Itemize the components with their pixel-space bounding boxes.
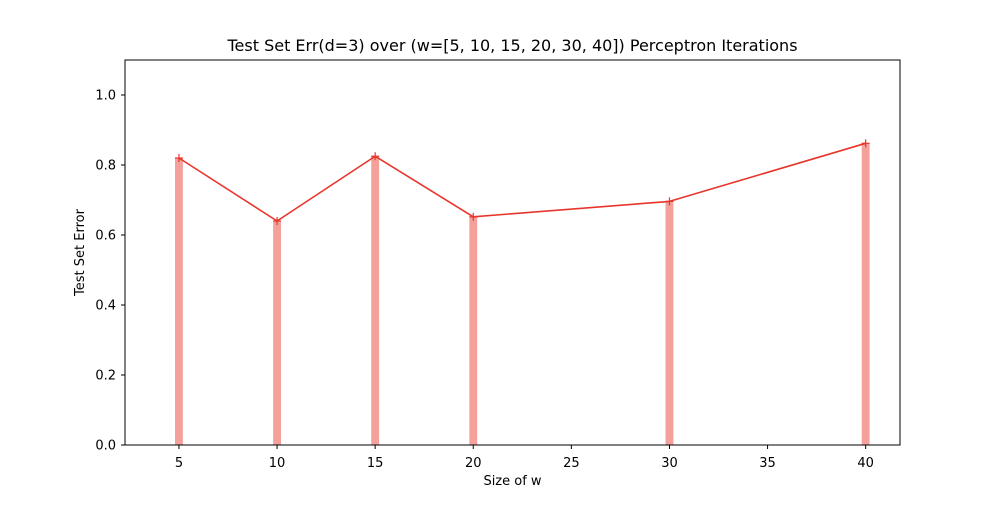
chart-title: Test Set Err(d=3) over (w=[5, 10, 15, 20… xyxy=(226,36,797,55)
bar-15 xyxy=(371,156,380,445)
x-tick-label-10: 10 xyxy=(269,456,286,471)
x-tick-label-35: 35 xyxy=(759,456,776,471)
y-tick-label-0.2: 0.2 xyxy=(95,369,116,384)
x-tick-label-25: 25 xyxy=(563,456,580,471)
bar-10 xyxy=(273,221,281,445)
plot-frame xyxy=(124,59,901,446)
y-tick-label-0.6: 0.6 xyxy=(95,229,116,244)
y-tick-label-0: 0.0 xyxy=(95,439,116,454)
y-axis-label: Test Set Error xyxy=(73,208,88,297)
bar-20 xyxy=(469,216,478,445)
y-tick-label-0.4: 0.4 xyxy=(95,299,116,314)
line-layer xyxy=(174,139,870,225)
axes-layer: 5 10 15 20 25 30 35 40 0.0 0.2 0.4 0.6 0.8 1.0 xyxy=(95,59,901,471)
point-marker-30 xyxy=(665,197,674,206)
point-marker-40 xyxy=(861,139,870,148)
x-tick-label-40: 40 xyxy=(857,456,874,471)
x-tick-label-20: 20 xyxy=(465,456,482,471)
point-marker-10 xyxy=(273,217,282,225)
y-tick-label-1: 1.0 xyxy=(95,89,116,104)
x-tick-label-15: 15 xyxy=(367,456,384,471)
series-line xyxy=(178,142,866,222)
point-marker-5 xyxy=(174,154,183,162)
bars-layer xyxy=(175,143,870,446)
bar-30 xyxy=(665,201,674,445)
point-marker-15 xyxy=(371,152,380,161)
point-marker-20 xyxy=(469,212,478,221)
x-tick-label-30: 30 xyxy=(661,456,678,471)
x-axis-label: Size of w xyxy=(483,474,541,489)
bar-5 xyxy=(175,158,183,445)
bar-40 xyxy=(861,143,870,446)
y-tick-label-0.8: 0.8 xyxy=(95,159,116,174)
x-tick-label-5: 5 xyxy=(175,456,183,471)
